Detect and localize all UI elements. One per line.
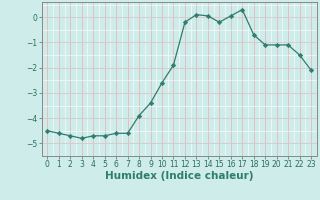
X-axis label: Humidex (Indice chaleur): Humidex (Indice chaleur) [105, 171, 253, 181]
